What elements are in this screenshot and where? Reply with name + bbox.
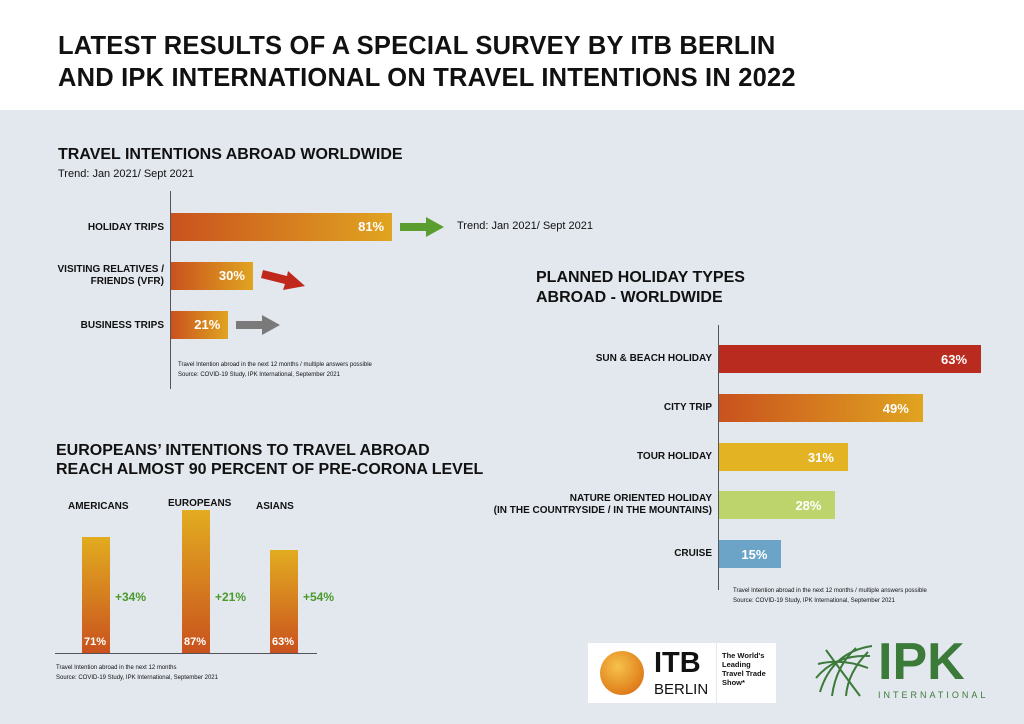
chart1-title: TRAVEL INTENTIONS ABROAD WORLDWIDE <box>58 146 403 163</box>
bar-value: 71% <box>84 635 107 648</box>
trend-arrow-flat-icon <box>236 315 281 335</box>
divider <box>716 643 717 703</box>
title-line: ABROAD - WORLDWIDE <box>536 289 723 306</box>
tag-line: Show* <box>722 678 745 687</box>
label-line: (IN THE COUNTRYSIDE / IN THE MOUNTAINS) <box>493 505 712 516</box>
chart3-baseline <box>55 653 317 654</box>
bar: 28% <box>719 491 836 519</box>
bar-value: 49% <box>882 401 909 416</box>
bar: 31% <box>719 443 848 471</box>
note-line: Travel Intention abroad in the next 12 m… <box>178 362 372 368</box>
chart1-axis <box>170 191 171 389</box>
bar-label: VISITING RELATIVES / FRIENDS (VFR) <box>57 264 165 287</box>
change-value: +54% <box>303 590 335 604</box>
chart3-title: EUROPEANS’ INTENTIONS TO TRAVEL ABROAD RE… <box>56 441 483 479</box>
bar-label: NATURE ORIENTED HOLIDAY (IN THE COUNTRYSI… <box>494 493 712 517</box>
page-title-line2: AND IPK INTERNATIONAL ON TRAVEL INTENTIO… <box>58 64 796 92</box>
label-line: CITY TRIP <box>663 402 712 413</box>
tag-line: Travel Trade <box>722 669 766 678</box>
bar-value: 63% <box>272 635 295 648</box>
page-title-line1: LATEST RESULTS OF A SPECIAL SURVEY BY IT… <box>58 32 776 60</box>
bar-value: 30% <box>218 268 245 283</box>
bar-label: CITY TRIP <box>664 402 712 414</box>
ipk-logo-text: IPK <box>878 633 965 691</box>
source-line: Source: COVID-19 Study, IPK Internationa… <box>56 675 218 681</box>
source-line: Source: COVID-19 Study, IPK Internationa… <box>178 372 340 378</box>
chart2-note: Travel Intention abroad in the next 12 m… <box>733 586 927 606</box>
trend-arrow-down-icon <box>260 270 305 290</box>
tag-line: The World's <box>722 651 765 660</box>
itb-tagline: The World's Leading Travel Trade Show* <box>722 651 766 687</box>
itb-logo-text: ITB <box>654 647 701 679</box>
bar-value: 81% <box>358 219 385 234</box>
tag-line: Leading <box>722 660 751 669</box>
bar: 71% <box>82 536 110 653</box>
ipk-logo: IPK INTERNATIONAL <box>812 633 985 704</box>
bar: 30% <box>171 262 253 290</box>
globe-icon <box>600 651 644 695</box>
bar-label: HOLIDAY TRIPS <box>87 222 164 233</box>
header: LATEST RESULTS OF A SPECIAL SURVEY BY IT… <box>0 0 1024 110</box>
bar: 81% <box>171 213 393 241</box>
bar: 63% <box>270 549 298 653</box>
bar-label: CRUISE <box>674 548 712 560</box>
label-line: NATURE ORIENTED HOLIDAY <box>569 493 712 504</box>
note-line: Travel Intention abroad in the next 12 m… <box>733 588 927 594</box>
chart2-axis <box>718 325 719 590</box>
title-line: PLANNED HOLIDAY TYPES <box>536 269 745 286</box>
label-line: SUN & BEACH HOLIDAY <box>595 353 712 364</box>
bar-value: 28% <box>795 498 822 513</box>
title-line: EUROPEANS’ INTENTIONS TO TRAVEL ABROAD <box>56 442 430 459</box>
note-line: Travel Intention abroad in the next 12 m… <box>56 665 177 671</box>
bar-label: EUROPEANS <box>168 498 232 509</box>
bar: 87% <box>182 510 210 653</box>
ipk-logo-sub: INTERNATIONAL <box>878 690 989 700</box>
title-line: REACH ALMOST 90 PERCENT OF PRE-CORONA LE… <box>56 461 484 478</box>
bar-label: TOUR HOLIDAY <box>637 451 712 463</box>
bar-value: 87% <box>184 635 207 648</box>
grid-globe-icon <box>815 645 873 697</box>
itb-logo: ITB BERLIN The World's Leading Travel Trad… <box>588 643 776 703</box>
bar: 21% <box>171 311 229 339</box>
change-value: +21% <box>215 590 247 604</box>
change-value: +34% <box>115 590 147 604</box>
bar: 15% <box>719 540 782 568</box>
bar-value: 63% <box>941 352 968 367</box>
bar-label: ASIANS <box>256 501 294 512</box>
bar-label: BUSINESS TRIPS <box>80 320 164 331</box>
itb-logo-sub: BERLIN <box>654 681 709 698</box>
bar-label: SUN & BEACH HOLIDAY <box>596 353 712 365</box>
chart3-note: Travel Intention abroad in the next 12 m… <box>56 663 218 683</box>
bar-value: 31% <box>807 450 834 465</box>
chart1-annotation: Trend: Jan 2021/ Sept 2021 <box>457 220 593 232</box>
chart2-title: PLANNED HOLIDAY TYPES ABROAD - WORLDWIDE <box>536 268 745 308</box>
label-line: CRUISE <box>674 548 712 559</box>
bar-label: AMERICANS <box>68 501 129 512</box>
bar-value: 21% <box>194 317 221 332</box>
label-line: TOUR HOLIDAY <box>636 451 712 462</box>
bar: 63% <box>719 345 982 373</box>
bar: 49% <box>719 394 923 422</box>
chart1-subtitle: Trend: Jan 2021/ Sept 2021 <box>58 168 194 180</box>
chart1-note: Travel Intention abroad in the next 12 m… <box>178 360 372 380</box>
trend-arrow-up-icon <box>400 217 445 237</box>
bar-value: 15% <box>741 547 768 562</box>
source-line: Source: COVID-19 Study, IPK Internationa… <box>733 598 895 604</box>
